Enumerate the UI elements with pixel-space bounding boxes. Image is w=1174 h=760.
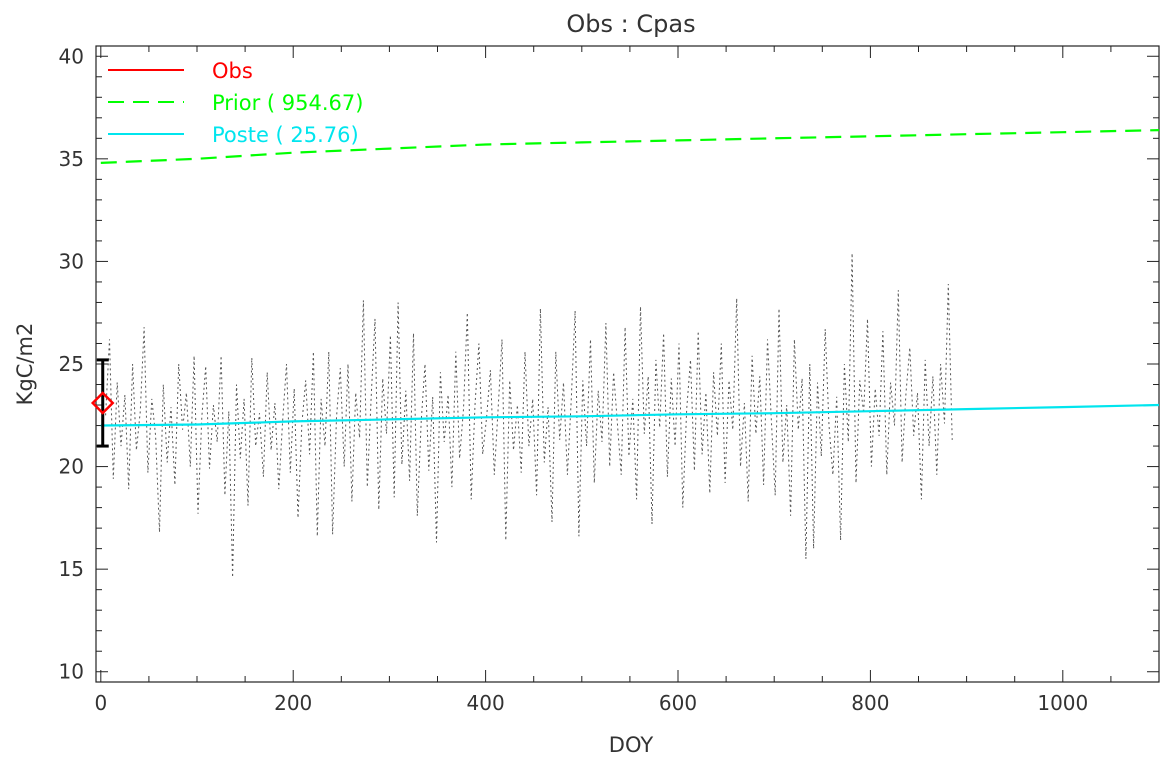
legend-label: Obs [212, 59, 253, 83]
series-line-prior-954-67 [100, 129, 1160, 164]
x-tick-label: 800 [851, 691, 889, 715]
legend-label: Poste ( 25.76) [212, 123, 359, 147]
x-tick-label: 1000 [1037, 691, 1088, 715]
x-tick-label: 400 [467, 691, 505, 715]
x-axis-label: DOY [609, 733, 654, 757]
y-tick-label: 30 [59, 249, 84, 273]
y-axis-label: KgC/m2 [13, 323, 37, 406]
axis-ticks: 0 200 400 600 800 1000 10 15 20 25 30 35 40 [59, 44, 1159, 715]
observation-marker-group [90, 358, 115, 448]
y-tick-label: 35 [59, 147, 84, 171]
y-tick-label: 10 [59, 660, 84, 684]
observation-diamond [90, 391, 115, 415]
legend-label: Prior ( 954.67) [212, 91, 363, 115]
x-tick-label: 600 [659, 691, 697, 715]
y-tick-label: 20 [59, 455, 84, 479]
y-tick-label: 15 [59, 557, 84, 581]
x-tick-label: 0 [94, 691, 107, 715]
y-tick-label: 40 [59, 44, 84, 68]
series-line-poste-25-76 [100, 403, 1160, 427]
legend: Obs Prior ( 954.67) Poste ( 25.76) [108, 59, 363, 147]
y-tick-label: 25 [59, 352, 84, 376]
series-line-unlabeled [105, 253, 953, 578]
x-tick-label: 200 [274, 691, 312, 715]
data-series [100, 129, 1160, 578]
chart-title: Obs : Cpas [566, 10, 695, 38]
